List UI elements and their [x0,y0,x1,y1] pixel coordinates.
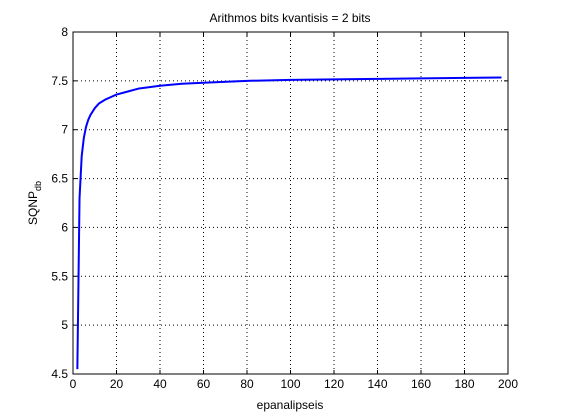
y-axis-label-subscript: db [33,181,43,191]
x-tick-label: 140 [367,377,387,391]
y-tick-label: 5 [61,318,68,332]
y-tick-label: 6.5 [51,172,68,186]
plot-area [73,32,508,374]
y-axis-label: SQNPdb [26,181,43,225]
series-layer [76,76,502,370]
x-tick-label: 160 [411,377,431,391]
y-axis-label-main: SQNP [26,191,40,225]
y-tick-label: 8 [61,25,68,39]
svg-text:SQNPdb: SQNPdb [26,181,43,225]
x-tick-label: 200 [498,377,518,391]
x-axis-label: epanalipseis [257,398,324,412]
y-tick-label: 4.5 [51,367,68,381]
chart-title: Arithmos bits kvantisis = 2 bits [209,11,370,25]
tick-layer: 0 20 40 60 80 100 120 140 160 180 200 4.5 5 5.5 6 6.5 7 7… [51,25,518,391]
x-tick-label: 180 [454,377,474,391]
y-tick-label: 7.5 [51,74,68,88]
y-tick-label: 5.5 [51,269,68,283]
x-tick-label: 20 [110,377,124,391]
x-tick-label: 100 [280,377,300,391]
x-tick-label: 0 [70,377,77,391]
x-tick-label: 60 [197,377,211,391]
series-line [76,76,502,370]
x-tick-label: 120 [324,377,344,391]
y-tick-label: 6 [61,220,68,234]
y-tick-label: 7 [61,123,68,137]
x-tick-label: 40 [153,377,167,391]
grid-layer [73,32,508,374]
x-tick-label: 80 [240,377,254,391]
